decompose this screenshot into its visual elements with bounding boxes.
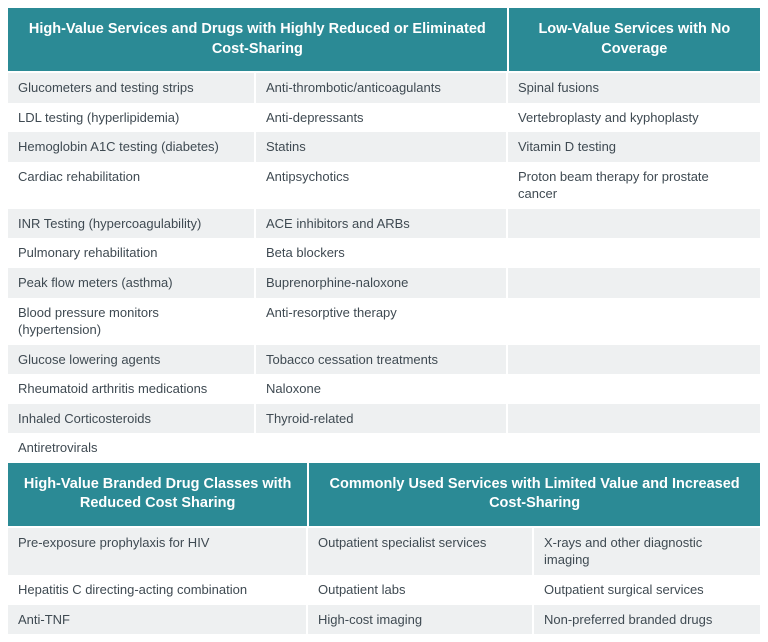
table-row: Glucometers and testing stripsAnti-throm… [8,73,760,103]
table-row: Anti-TNFHigh-cost imagingNon-preferred b… [8,605,760,635]
table-cell: Vitamin D testing [508,132,760,162]
table-cell: Buprenorphine-naloxone [256,268,508,298]
table-cell [508,404,760,434]
bottom-header-row: High-Value Branded Drug Classes with Red… [8,463,760,526]
bottom-header-right: Commonly Used Services with Limited Valu… [309,463,760,526]
table-cell: Cardiac rehabilitation [8,162,256,209]
table-row: INR Testing (hypercoagulability)ACE inhi… [8,209,760,239]
table-row: Glucose lowering agentsTobacco cessation… [8,345,760,375]
table-cell: Outpatient labs [308,575,534,605]
table-cell: Antiretrovirals [8,433,256,463]
table-cell: Hemoglobin A1C testing (diabetes) [8,132,256,162]
table-row: Hepatitis C directing-acting combination… [8,575,760,605]
table-row: Rheumatoid arthritis medicationsNaloxone [8,374,760,404]
table-cell: Non-preferred branded drugs [534,605,760,635]
table-cell [508,209,760,239]
table-cell: Peak flow meters (asthma) [8,268,256,298]
table-cell: Outpatient surgical services [534,575,760,605]
table-cell: Anti-depressants [256,103,508,133]
table-cell: Statins [256,132,508,162]
table-cell: Vertebroplasty and kyphoplasty [508,103,760,133]
table-cell: Thyroid-related [256,404,508,434]
top-table-body: Glucometers and testing stripsAnti-throm… [8,73,760,463]
table-cell [508,374,760,404]
table-cell: Naloxone [256,374,508,404]
table-cell [508,345,760,375]
table-cell: Tobacco cessation treatments [256,345,508,375]
table-cell: Glucose lowering agents [8,345,256,375]
table-cell: Blood pressure monitors (hypertension) [8,298,256,345]
table-cell: Proton beam therapy for prostate cancer [508,162,760,209]
table-row: Pulmonary rehabilitationBeta blockers [8,238,760,268]
table-row: Cardiac rehabilitationAntipsychoticsProt… [8,162,760,209]
table-cell: Hepatitis C directing-acting combination [8,575,308,605]
table-cell: Beta blockers [256,238,508,268]
top-header-row: High-Value Services and Drugs with Highl… [8,8,760,71]
table-row: Pre-exposure prophylaxis for HIVOutpatie… [8,528,760,575]
table-row: Hemoglobin A1C testing (diabetes)Statins… [8,132,760,162]
table-cell: Spinal fusions [508,73,760,103]
bottom-table-body: Pre-exposure prophylaxis for HIVOutpatie… [8,528,760,634]
table-cell: High-cost imaging [308,605,534,635]
table-cell: Pulmonary rehabilitation [8,238,256,268]
table-cell [256,433,508,463]
table-cell [508,268,760,298]
table-cell: Rheumatoid arthritis medications [8,374,256,404]
table-cell: Outpatient specialist services [308,528,534,575]
table-cell [508,433,760,463]
table-row: Inhaled CorticosteroidsThyroid-related [8,404,760,434]
table-row: LDL testing (hyperlipidemia)Anti-depress… [8,103,760,133]
table-row: Antiretrovirals [8,433,760,463]
table-cell: Pre-exposure prophylaxis for HIV [8,528,308,575]
table-cell [508,238,760,268]
top-header-right: Low-Value Services with No Coverage [509,8,760,71]
table-cell: Anti-TNF [8,605,308,635]
top-header-left: High-Value Services and Drugs with Highl… [8,8,507,71]
table-cell [508,298,760,345]
bottom-header-left: High-Value Branded Drug Classes with Red… [8,463,307,526]
table-cell: INR Testing (hypercoagulability) [8,209,256,239]
tables-container: High-Value Services and Drugs with Highl… [8,8,760,634]
table-cell: Anti-thrombotic/anticoagulants [256,73,508,103]
table-row: Peak flow meters (asthma)Buprenorphine-n… [8,268,760,298]
table-cell: Anti-resorptive therapy [256,298,508,345]
table-cell: Inhaled Corticosteroids [8,404,256,434]
table-cell: Glucometers and testing strips [8,73,256,103]
table-cell: ACE inhibitors and ARBs [256,209,508,239]
table-cell: Antipsychotics [256,162,508,209]
table-row: Blood pressure monitors (hypertension)An… [8,298,760,345]
table-cell: X-rays and other diagnostic imaging [534,528,760,575]
table-cell: LDL testing (hyperlipidemia) [8,103,256,133]
